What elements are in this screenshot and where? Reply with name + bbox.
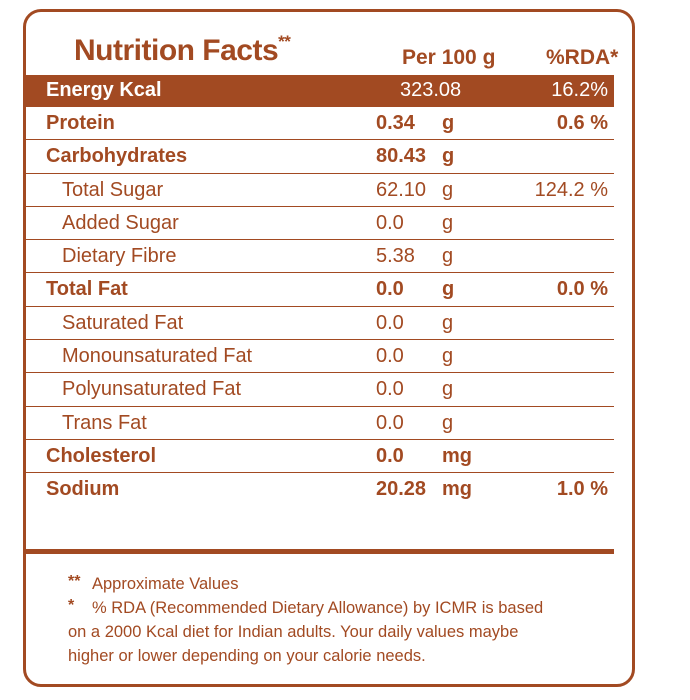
nutrient-unit: g [442, 112, 455, 134]
footnote-rda: * % RDA (Recommended Dietary Allowance) … [68, 596, 543, 620]
energy-rda: 16.2% [551, 79, 608, 101]
nutrient-unit: g [442, 378, 454, 401]
row-monounsaturated-fat: Monounsaturated Fat 0.0 g [26, 340, 614, 374]
footnote-mark: ** [68, 573, 81, 590]
nutrient-unit: g [442, 311, 454, 334]
nutrient-value: 0.0 [376, 278, 404, 301]
table-header: Nutrition Facts** Per 100 g %RDA* [26, 12, 632, 86]
nutrient-rda: 124.2 % [534, 178, 608, 201]
nutrient-value: 0.0 [376, 378, 404, 401]
nutrient-value: 5.38 [376, 245, 415, 268]
row-trans-fat: Trans Fat 0.0 g [26, 407, 614, 440]
section-divider [26, 549, 614, 554]
title-text: Nutrition Facts [74, 34, 279, 67]
nutrient-unit: mg [442, 444, 472, 467]
energy-value: 323.08 [400, 79, 462, 101]
nutrient-value: 0.0 [376, 211, 404, 234]
nutrient-unit: mg [442, 478, 472, 501]
page-title: Nutrition Facts** [74, 32, 291, 68]
nutrient-unit: g [442, 411, 454, 434]
nutrient-value: 0.0 [376, 311, 404, 334]
nutrient-unit: g [442, 245, 454, 268]
title-footnote-mark: ** [278, 32, 291, 51]
rda-header: %RDA* [546, 46, 619, 69]
footnote-line: % RDA (Recommended Dietary Allowance) by… [92, 599, 544, 617]
footnote-approx: ** Approximate Values [68, 572, 543, 596]
row-cholesterol: Cholesterol 0.0 mg [26, 440, 614, 474]
footnote-text: Approximate Values [92, 575, 239, 593]
nutrient-name: Trans Fat [62, 411, 147, 434]
row-total-fat: Total Fat 0.0 g 0.0 % [26, 273, 614, 307]
row-sodium: Sodium 20.28 mg 1.0 % [26, 473, 614, 506]
row-total-sugar: Total Sugar 62.10 g 124.2 % [26, 174, 614, 207]
energy-row: Energy Kcal 323.08 16.2% [26, 75, 614, 107]
nutrient-value: 0.0 [376, 345, 404, 368]
nutrient-value: 0.0 [376, 444, 404, 467]
nutrient-rda: 0.0 % [556, 278, 608, 301]
nutrient-name: Polyunsaturated Fat [62, 378, 241, 401]
nutrient-unit: g [442, 345, 454, 368]
nutrient-unit: g [442, 211, 454, 234]
footnote-mark: * [68, 597, 75, 614]
row-carbohydrates: Carbohydrates 80.43 g [26, 140, 614, 174]
per-100g-header: Per 100 g [402, 46, 496, 69]
nutrient-value: 0.0 [376, 411, 404, 434]
nutrient-name: Saturated Fat [62, 311, 184, 334]
nutrient-name: Carbohydrates [46, 145, 188, 168]
nutrient-value: 62.10 [376, 178, 427, 201]
nutrient-name: Total Fat [46, 278, 128, 301]
nutrient-name: Total Sugar [62, 178, 164, 201]
footnote-line: on a 2000 Kcal diet for Indian adults. Y… [68, 623, 519, 641]
nutrient-table: Protein 0.34 g 0.6 % Carbohydrates 80.43 g To… [26, 107, 614, 507]
nutrient-value: 20.28 [376, 478, 427, 501]
row-protein: Protein 0.34 g 0.6 % [26, 107, 614, 141]
nutrient-value: 80.43 [376, 145, 427, 168]
nutrition-facts-card: Nutrition Facts** Per 100 g %RDA* [23, 9, 635, 687]
nutrient-unit: g [442, 178, 454, 201]
nutrient-unit: g [442, 145, 455, 168]
nutrient-name: Monounsaturated Fat [62, 345, 253, 368]
energy-label: Energy Kcal [46, 79, 162, 101]
nutrient-rda: 0.6 % [556, 112, 608, 134]
footnotes: ** Approximate Values * % RDA (Recommend… [68, 572, 543, 668]
row-added-sugar: Added Sugar 0.0 g [26, 207, 614, 241]
nutrient-name: Cholesterol [46, 444, 157, 467]
nutrient-name: Dietary Fibre [62, 245, 177, 268]
footnote-line: higher or lower depending on your calori… [68, 647, 426, 665]
row-saturated-fat: Saturated Fat 0.0 g [26, 307, 614, 341]
nutrient-name: Sodium [46, 478, 120, 501]
nutrient-name: Protein [46, 112, 115, 134]
nutrient-value: 0.34 [376, 112, 415, 134]
row-dietary-fibre: Dietary Fibre 5.38 g [26, 240, 614, 274]
nutrient-unit: g [442, 278, 455, 301]
row-polyunsaturated-fat: Polyunsaturated Fat 0.0 g [26, 373, 614, 407]
nutrient-name: Added Sugar [62, 211, 179, 234]
nutrient-rda: 1.0 % [556, 478, 608, 501]
